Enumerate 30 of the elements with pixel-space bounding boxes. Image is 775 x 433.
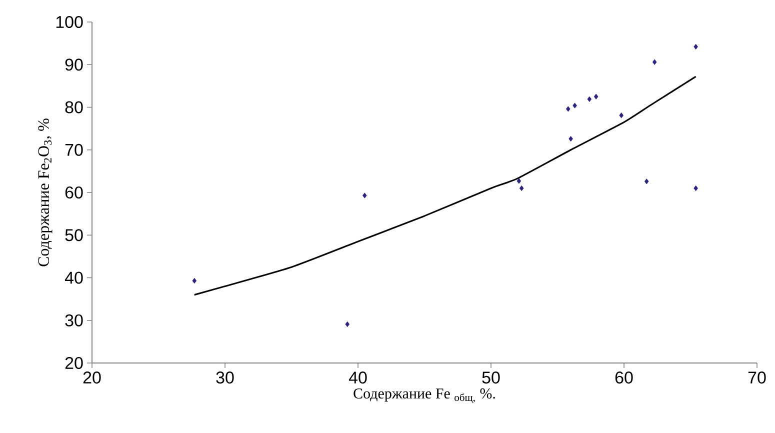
y-tick-label: 40 xyxy=(64,272,83,284)
y-axis-title: Содержание Fe$_{2}$O$_{3}$, % xyxy=(38,118,52,266)
point xyxy=(587,96,592,102)
y-tick-label: 80 xyxy=(65,101,83,114)
point xyxy=(192,278,197,284)
point xyxy=(652,59,657,65)
point xyxy=(362,192,367,198)
x-tick-label: 20 xyxy=(83,372,101,384)
point xyxy=(566,106,570,112)
y-tick-label: 100 xyxy=(56,16,83,28)
point xyxy=(519,185,524,192)
x-tick-label: 70 xyxy=(748,372,766,384)
point xyxy=(619,112,624,118)
y-tick-label: 30 xyxy=(65,314,83,326)
y-tick-label: 50 xyxy=(65,229,83,242)
y-tick-label: 60 xyxy=(65,186,83,199)
point xyxy=(516,178,522,184)
point xyxy=(345,321,350,328)
y-tick-label: 20 xyxy=(65,356,83,370)
x-axis-title: Содержание Fe $_{общ,}$ %. xyxy=(354,388,495,404)
x-tick-label: 40 xyxy=(348,372,367,384)
point xyxy=(572,102,577,108)
point xyxy=(594,94,598,100)
x-tick-label: 30 xyxy=(216,372,234,384)
x-tick-label: 50 xyxy=(482,372,500,384)
y-tick-label: 70 xyxy=(65,144,83,156)
y-tick-label: 90 xyxy=(65,58,83,71)
point xyxy=(644,178,649,184)
line-series xyxy=(194,76,697,296)
x-tick-label: 60 xyxy=(615,372,633,384)
